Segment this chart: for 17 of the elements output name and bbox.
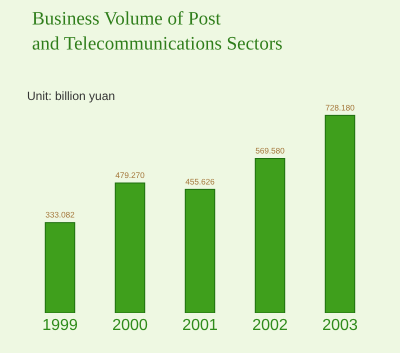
x-tick-label: 2001 <box>182 317 218 334</box>
bar <box>114 182 146 313</box>
bar <box>254 158 286 313</box>
x-tick-label: 1999 <box>42 317 78 334</box>
text: Unit: billion yuan <box>27 89 116 103</box>
bar <box>324 114 356 313</box>
data-label: 455.626 <box>185 177 216 186</box>
chart-title: Business Volume of Post and Telecommunications Sectors <box>32 8 283 54</box>
data-label: 333.082 <box>45 210 76 220</box>
data-label: 479.270 <box>115 171 146 180</box>
bar <box>44 222 76 313</box>
x-tick-label: 2002 <box>252 317 288 334</box>
x-tick-label: 2003 <box>322 317 358 334</box>
data-label: 569.580 <box>255 146 286 156</box>
bar <box>184 188 216 313</box>
x-tick-label: 2000 <box>112 317 148 334</box>
data-label: 728.180 <box>325 103 356 112</box>
